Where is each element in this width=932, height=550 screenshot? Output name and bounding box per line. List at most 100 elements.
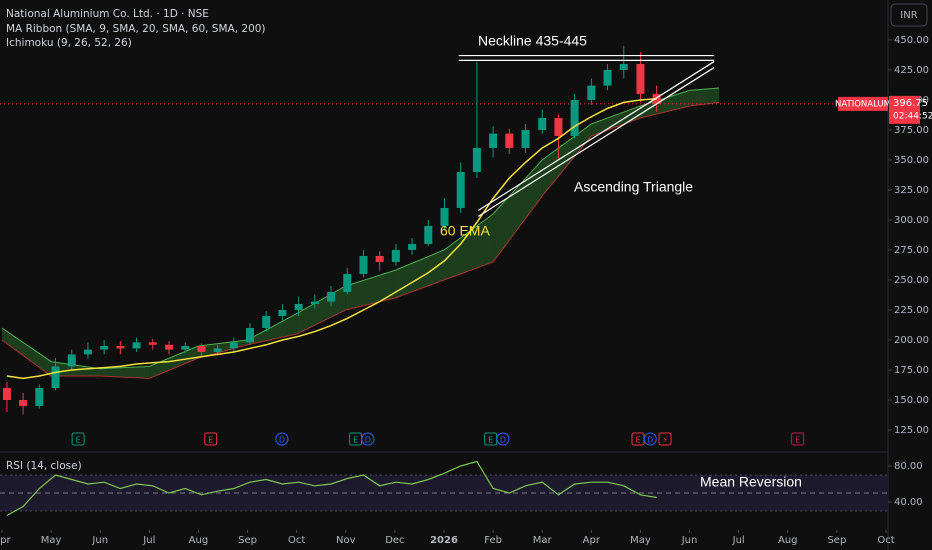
currency-button[interactable] [890,3,928,27]
x-tick-label: Jun [91,535,108,546]
x-tick-label: Sep [238,535,257,546]
x-tick-label: Mar [533,535,553,546]
candle-body [310,301,319,304]
y-tick-label: 175.00 [894,365,929,376]
x-tick-label: Dec [385,535,404,546]
y-tick-label: 350.00 [894,155,929,166]
x-tick-label: 2026 [430,535,458,546]
event-label: E [76,436,81,445]
y-tick-label: 300.00 [894,215,929,226]
candle-body [19,399,28,406]
candle-body [391,249,400,262]
event-label: ⚡ [662,436,668,445]
event-label: D [279,436,285,445]
candle-body [132,342,141,349]
candle-body [213,348,222,352]
x-tick-label: Aug [189,535,209,546]
cloud-segment [100,366,150,379]
candle-body [262,315,271,328]
candle-body [327,291,336,302]
event-label: E [353,436,358,445]
candle-body [489,133,498,148]
cloud-segment [493,159,543,262]
indicator-label: Ichimoku (9, 26, 52, 26) [6,37,132,49]
candle-body [456,171,465,208]
y-tick-label: 125.00 [894,425,929,436]
event-icon [204,432,218,446]
y-tick-label: 375.00 [894,125,929,136]
symbol-tag-label: NATIONALUM [835,99,891,109]
event-icon [658,432,672,446]
candle-body [375,255,384,262]
candle-body [246,327,255,343]
cloud-segment [689,87,720,106]
candle-body [197,345,206,352]
y-tick-label: 225.00 [894,305,929,316]
price-tag [889,95,920,124]
candle-body [603,69,612,86]
event-label: E [488,436,493,445]
candle-body [278,309,287,316]
candle-body [2,387,11,400]
neckline-label: Neckline 435-445 [478,33,587,49]
y-tick-label: 250.00 [894,275,929,286]
x-tick-label: Apr [0,535,12,546]
candle-body [51,366,60,388]
candle-body [343,273,352,292]
event-icon [643,432,657,446]
triangle-label: Ascending Triangle [574,179,693,195]
y-tick-label: 275.00 [894,245,929,256]
candle-body [538,117,547,130]
cloud-line [1,87,720,370]
candle-body [440,207,449,226]
y-tick-label: 200.00 [894,335,929,346]
candle-body [100,345,109,350]
cloud-segment [247,313,297,345]
event-label: D [500,436,506,445]
event-icon [71,432,85,446]
candle-body [181,345,190,350]
x-tick-label: Feb [484,535,502,546]
rsi-title: RSI (14, close) [6,460,82,472]
y-tick-label: 150.00 [894,395,929,406]
candle-body [505,133,514,148]
ema-line [6,98,657,380]
candle-body [554,117,563,136]
candle-body [424,225,433,244]
x-tick-label: Nov [336,535,356,546]
cloud-line [1,101,720,379]
event-label: D [365,436,371,445]
candle-body [229,342,238,349]
x-tick-label: Sep [827,535,846,546]
event-icon [791,432,805,446]
candle-body [67,354,76,367]
event-icon [275,432,289,446]
candle-body [521,129,530,148]
event-label: D [647,436,653,445]
cloud-segment [149,345,199,379]
y-tick-label: 80.00 [894,461,923,472]
rsi-annotation: Mean Reversion [700,474,802,490]
x-tick-label: Apr [583,535,601,546]
candle-body [116,345,125,349]
currency-label: INR [900,10,917,21]
x-tick-label: Oct [877,535,894,546]
indicator-label: MA Ribbon (SMA, 9, SMA, 20, SMA, 60, SMA… [6,23,266,35]
event-label: E [795,436,800,445]
x-tick-label: Jun [681,535,698,546]
event-icon [361,432,375,446]
x-tick-label: May [41,535,62,546]
countdown-label: 02:44:52 [893,111,932,121]
candle-body [619,63,628,70]
trend-line [478,67,715,217]
y-tick-label: 425.00 [894,65,929,76]
y-tick-label: 325.00 [894,185,929,196]
cloud-segment [444,213,494,280]
candle-body [83,349,92,355]
candle-body [636,63,645,94]
cloud-segment [51,361,101,376]
event-icon [496,432,510,446]
trend-line [478,61,715,211]
symbol-title: National Aluminium Co. Ltd. · 1D · NSE [6,8,209,20]
